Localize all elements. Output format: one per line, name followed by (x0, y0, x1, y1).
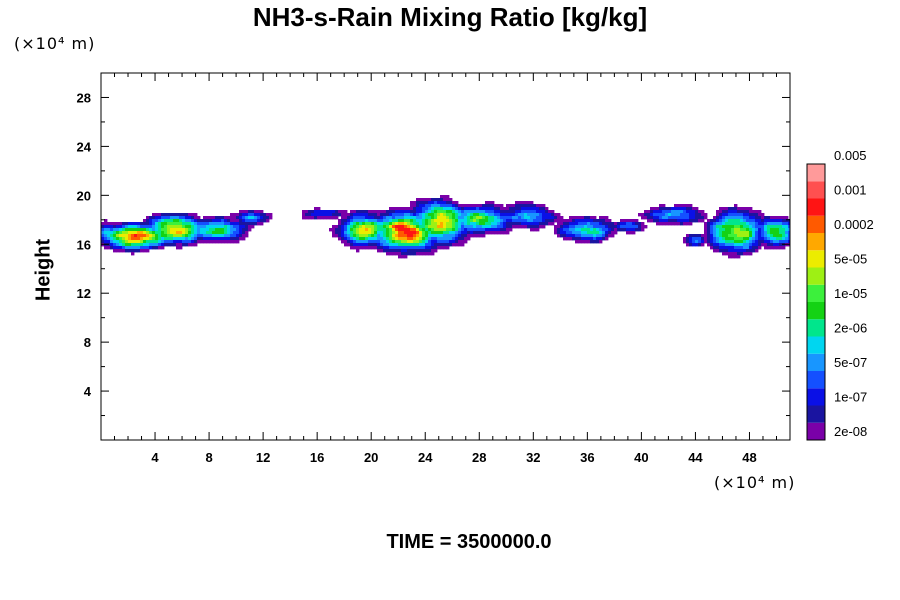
y-tick-label: 24 (77, 139, 92, 154)
colorbar-band (807, 267, 825, 285)
colorbar-band (807, 422, 825, 440)
x-tick-label: 48 (742, 450, 756, 465)
x-tick-label: 32 (526, 450, 540, 465)
colorbar-label: 1e-07 (834, 389, 867, 404)
colorbar-band (807, 164, 825, 182)
y-unit-label: (×10⁴ m) (14, 34, 96, 53)
mixing-ratio-field (101, 195, 790, 259)
x-tick-label: 36 (580, 450, 594, 465)
x-tick-label: 28 (472, 450, 486, 465)
colorbar-label: 0.0002 (834, 217, 874, 232)
x-tick-label: 4 (151, 450, 159, 465)
colorbar-frame (806, 163, 826, 441)
colorbar-label: 0.005 (834, 148, 867, 163)
y-tick-label: 20 (77, 188, 91, 203)
x-tick-label: 20 (364, 450, 378, 465)
colorbar-band (807, 181, 825, 199)
colorbar-band (807, 233, 825, 251)
plot-frame (100, 72, 791, 441)
colorbar-band (807, 371, 825, 389)
colorbar-label: 5e-05 (834, 251, 867, 266)
time-label: TIME = 3500000.0 (386, 531, 552, 553)
x-tick-label: 40 (634, 450, 648, 465)
colorbar-band (807, 250, 825, 268)
colorbar-band (807, 405, 825, 423)
plot-area (101, 73, 790, 440)
x-tick-label: 12 (256, 450, 270, 465)
colorbar-label: 5e-07 (834, 355, 867, 370)
y-tick-label: 8 (84, 335, 91, 350)
colorbar-label: 1e-05 (834, 286, 867, 301)
y-tick-label: 28 (77, 90, 91, 105)
colorbar-band (807, 336, 825, 354)
y-tick-label: 16 (77, 237, 91, 252)
x-unit-label: (×10⁴ m) (714, 473, 796, 492)
y-tick-label: 4 (84, 384, 92, 399)
colorbar-band (807, 302, 825, 320)
chart-title: NH3-s-Rain Mixing Ratio [kg/kg] (252, 2, 648, 32)
colorbar-label: 2e-08 (834, 424, 867, 439)
colorbar-band (807, 353, 825, 371)
x-tick-label: 44 (688, 450, 703, 465)
colorbar-band (807, 388, 825, 406)
y-tick-label: 12 (77, 286, 91, 301)
x-tick-label: 16 (310, 450, 324, 465)
x-tick-label: 24 (418, 450, 433, 465)
colorbar-band (807, 215, 825, 233)
x-tick-label: 8 (205, 450, 212, 465)
colorbar-band (807, 198, 825, 216)
colorbar-band (807, 319, 825, 337)
colorbar-band (807, 284, 825, 302)
colorbar-label: 0.001 (834, 182, 867, 197)
colorbar-label: 2e-06 (834, 320, 867, 335)
